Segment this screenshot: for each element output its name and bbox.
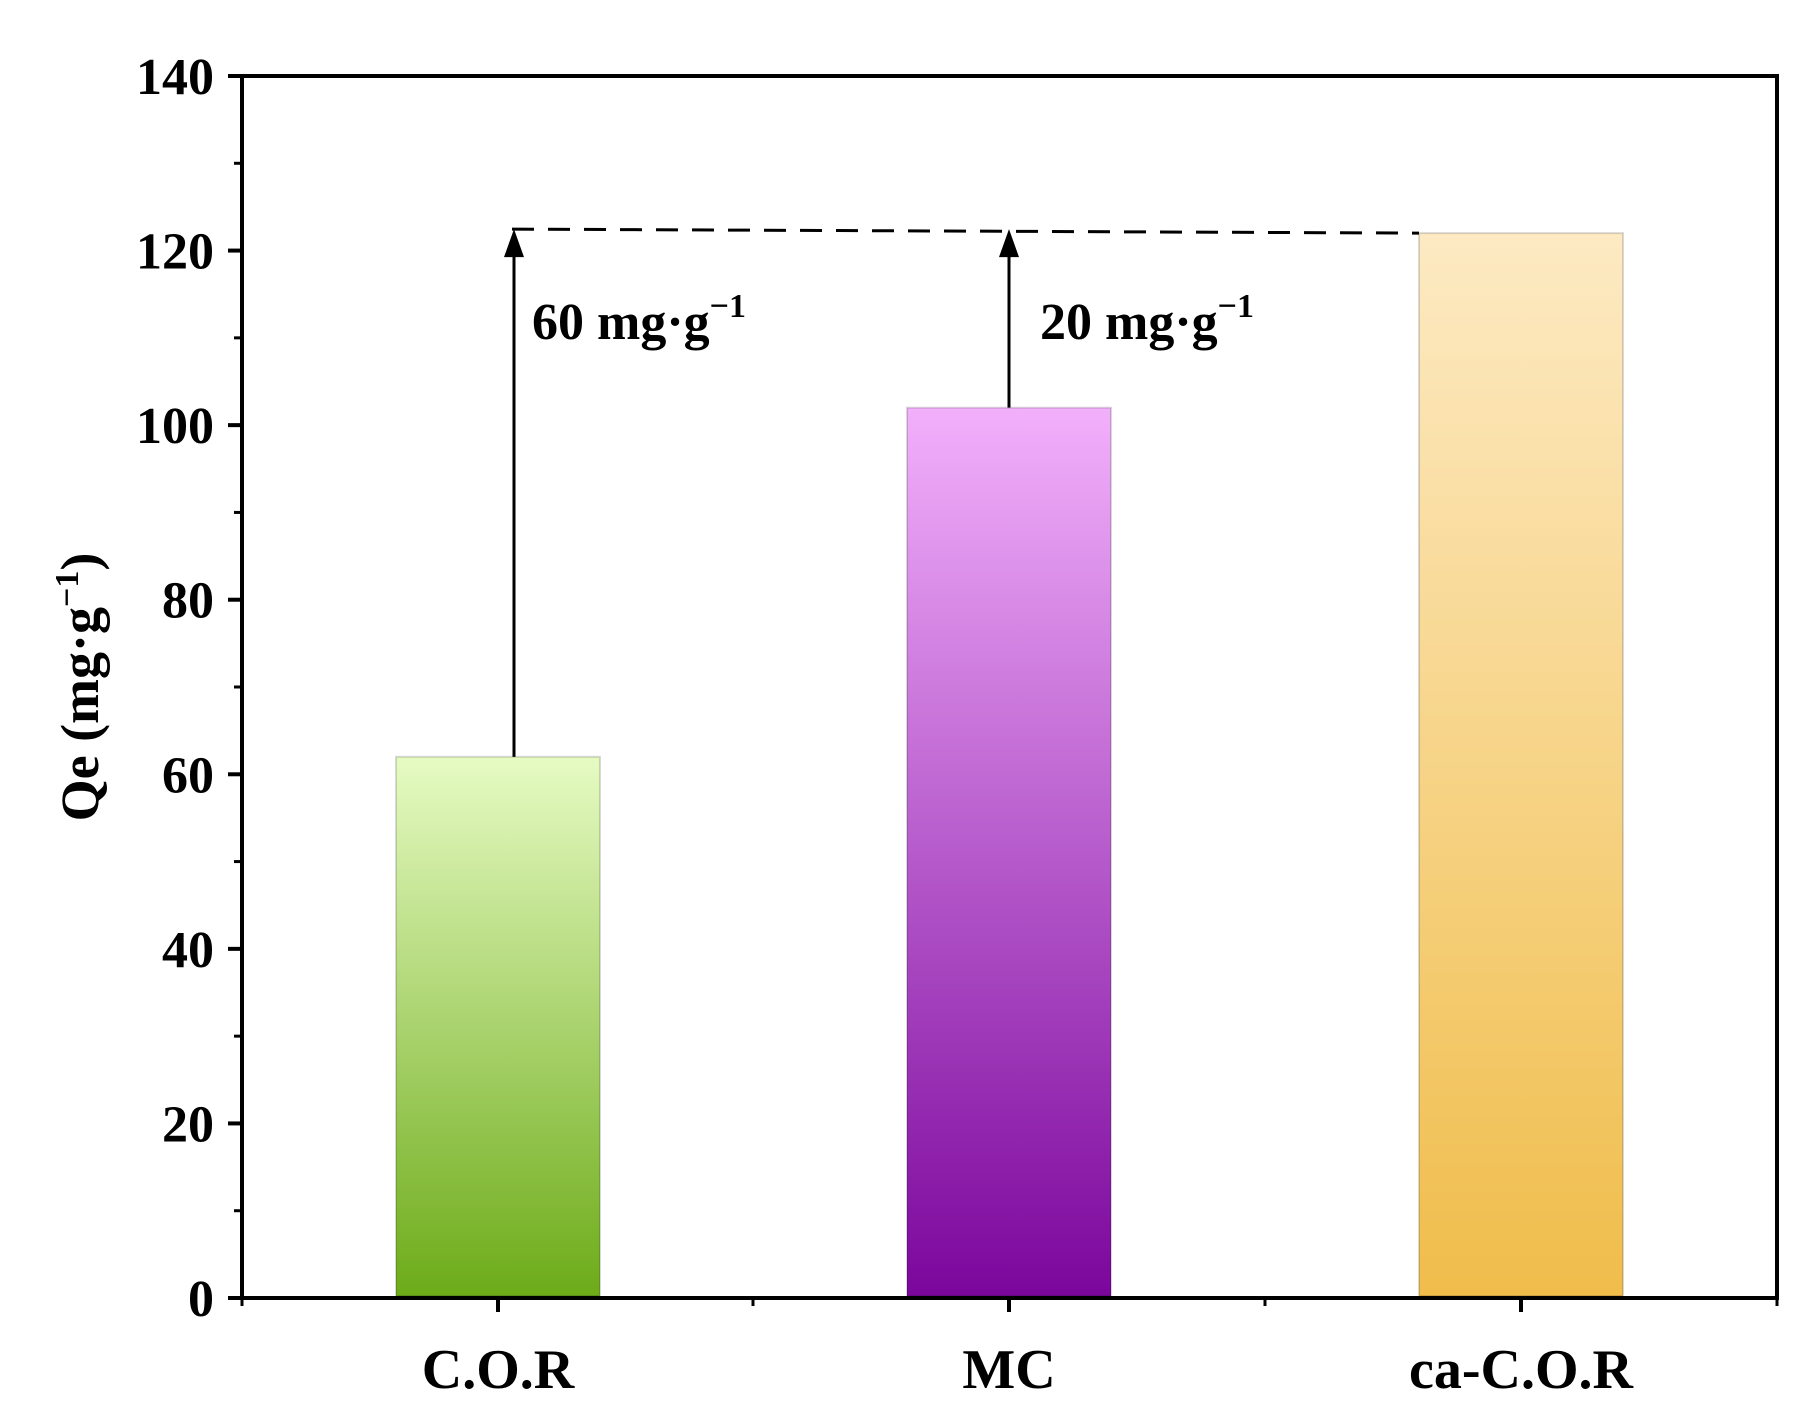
annotation-label-sup: −1 [1218,288,1254,325]
annotation-label-sup: −1 [710,288,746,325]
reference-dashed-line [511,227,1420,235]
annotation-arrow-head [999,229,1019,258]
x-tick-label: C.O.R [422,1339,575,1401]
annotation-label: 20 mg·g−1 [1040,288,1254,351]
y-tick-label: 100 [136,398,214,455]
y-axis-title-sup: −1 [49,571,86,607]
annotation-label-main: 60 mg·g [532,294,710,351]
annotations: 60 mg·g−1 20 mg·g−1 [504,227,1420,757]
annotation-label-main: 20 mg·g [1040,294,1218,351]
x-axis: C.O.R MC ca-C.O.R [240,1298,1779,1401]
bars [395,232,1624,1298]
y-axis-title-close: ) [50,553,110,571]
bar-cor [395,755,601,1297]
bar-mc [906,406,1112,1297]
x-tick-label: MC [962,1339,1055,1401]
y-tick-label: 40 [162,922,214,979]
annotation-label: 60 mg·g−1 [532,288,746,351]
annotation-arrow-head [504,229,524,258]
x-tick-label: ca-C.O.R [1409,1339,1634,1401]
y-tick-label: 0 [188,1271,214,1328]
y-tick-label: 20 [162,1096,214,1153]
bar-ca-cor [1418,232,1624,1298]
y-tick-label: 140 [136,49,214,106]
y-tick-label: 80 [162,573,214,630]
y-axis-title-main: Qe (mg·g [50,607,110,821]
y-axis-title: Qe (mg·g−1) [49,553,110,822]
y-axis: 0 20 40 60 80 100 120 140 [136,49,242,1328]
y-tick-label: 60 [162,747,214,804]
y-tick-label: 120 [136,224,214,281]
